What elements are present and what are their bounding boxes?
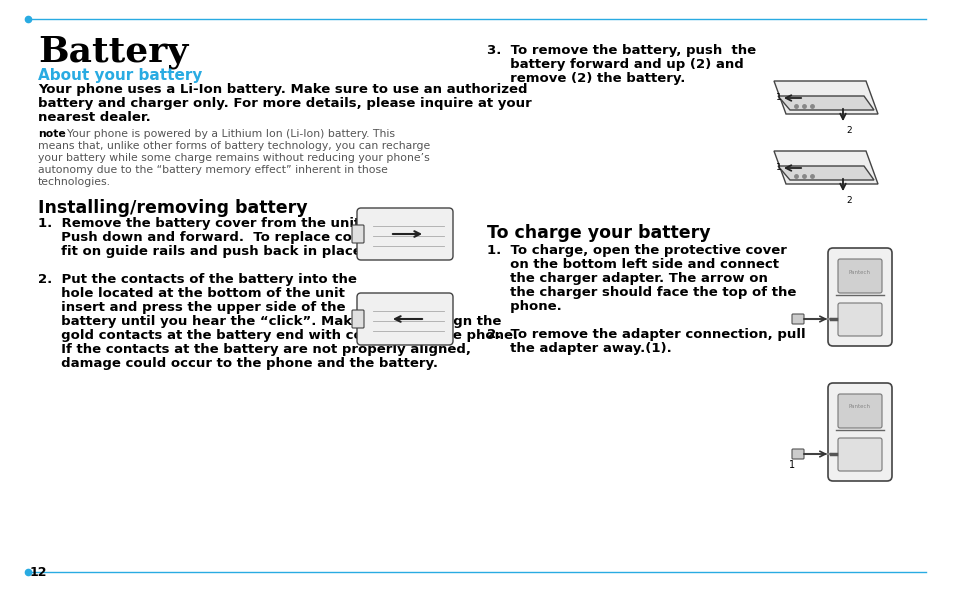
Text: autonomy due to the “battery memory effect” inherent in those: autonomy due to the “battery memory effe… [38, 165, 388, 175]
Text: 1.  To charge, open the protective cover: 1. To charge, open the protective cover [486, 244, 786, 257]
Text: battery until you hear the “click”. Make sure you align the: battery until you hear the “click”. Make… [38, 315, 501, 328]
FancyBboxPatch shape [837, 438, 882, 471]
Text: To charge your battery: To charge your battery [486, 224, 710, 242]
FancyBboxPatch shape [352, 310, 364, 328]
FancyBboxPatch shape [356, 208, 453, 260]
FancyBboxPatch shape [837, 259, 882, 293]
FancyBboxPatch shape [837, 394, 882, 428]
Text: 12: 12 [30, 566, 48, 579]
Text: 1: 1 [788, 460, 794, 470]
Text: : Your phone is powered by a Lithium Ion (Li-Ion) battery. This: : Your phone is powered by a Lithium Ion… [60, 129, 395, 139]
Text: battery and charger only. For more details, please inquire at your: battery and charger only. For more detai… [38, 97, 531, 110]
Text: 1: 1 [776, 94, 781, 102]
Text: 2.  To remove the adapter connection, pull: 2. To remove the adapter connection, pul… [486, 328, 804, 341]
Text: the adapter away.(1).: the adapter away.(1). [486, 342, 671, 355]
Text: on the bottom left side and connect: on the bottom left side and connect [486, 258, 779, 271]
Text: 2: 2 [845, 196, 851, 205]
Text: gold contacts at the battery end with contacts on the phone.: gold contacts at the battery end with co… [38, 329, 517, 342]
Text: hole located at the bottom of the unit: hole located at the bottom of the unit [38, 287, 345, 300]
Text: phone.: phone. [486, 300, 561, 313]
Text: damage could occur to the phone and the battery.: damage could occur to the phone and the … [38, 357, 437, 370]
Text: fit on guide rails and push back in place.: fit on guide rails and push back in plac… [38, 245, 367, 258]
Text: your battery while some charge remains without reducing your phone’s: your battery while some charge remains w… [38, 153, 429, 163]
Text: Installing/removing battery: Installing/removing battery [38, 199, 307, 217]
Text: technologies.: technologies. [38, 177, 111, 187]
Text: the charger adapter. The arrow on: the charger adapter. The arrow on [486, 272, 767, 285]
Text: Your phone uses a Li-Ion battery. Make sure to use an authorized: Your phone uses a Li-Ion battery. Make s… [38, 83, 527, 96]
FancyBboxPatch shape [827, 383, 891, 481]
Text: remove (2) the battery.: remove (2) the battery. [486, 72, 684, 85]
Text: insert and press the upper side of the: insert and press the upper side of the [38, 301, 345, 314]
Polygon shape [773, 81, 877, 114]
Text: Push down and forward.  To replace cover,: Push down and forward. To replace cover, [38, 231, 379, 244]
FancyBboxPatch shape [791, 449, 803, 459]
Text: Pantech: Pantech [848, 404, 870, 410]
Text: means that, unlike other forms of battery technology, you can recharge: means that, unlike other forms of batter… [38, 141, 430, 151]
FancyBboxPatch shape [791, 314, 803, 324]
Text: 2: 2 [845, 126, 851, 135]
FancyBboxPatch shape [356, 293, 453, 345]
Text: Battery: Battery [38, 35, 188, 69]
Text: 2.  Put the contacts of the battery into the: 2. Put the contacts of the battery into … [38, 273, 356, 286]
Text: If the contacts at the battery are not properly aligned,: If the contacts at the battery are not p… [38, 343, 471, 356]
Text: 3.  To remove the battery, push  the: 3. To remove the battery, push the [486, 44, 756, 57]
Text: 1.  Remove the battery cover from the unit.: 1. Remove the battery cover from the uni… [38, 217, 365, 230]
Text: 1: 1 [776, 163, 781, 172]
FancyBboxPatch shape [837, 303, 882, 336]
Text: Pantech: Pantech [848, 269, 870, 275]
Text: nearest dealer.: nearest dealer. [38, 111, 151, 124]
Text: the charger should face the top of the: the charger should face the top of the [486, 286, 796, 299]
Polygon shape [778, 96, 873, 110]
FancyBboxPatch shape [352, 225, 364, 243]
FancyBboxPatch shape [827, 248, 891, 346]
Text: battery forward and up (2) and: battery forward and up (2) and [486, 58, 743, 71]
Text: note: note [38, 129, 66, 139]
Text: About your battery: About your battery [38, 68, 202, 83]
Polygon shape [778, 166, 873, 180]
Polygon shape [773, 151, 877, 184]
